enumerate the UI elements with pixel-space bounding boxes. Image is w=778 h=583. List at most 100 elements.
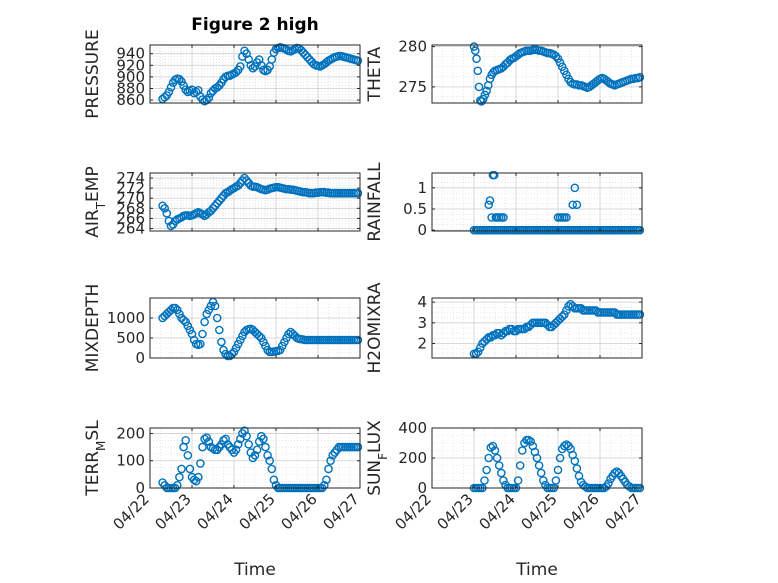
y-tick-label: 400 <box>398 419 427 437</box>
data-point <box>185 464 195 474</box>
axes-frame <box>149 44 361 104</box>
plot-background <box>149 172 361 232</box>
data-series <box>469 42 645 106</box>
data-point <box>484 453 494 463</box>
y-tick-label: 860 <box>116 91 145 109</box>
data-point <box>158 201 167 211</box>
data-point <box>217 440 226 449</box>
y-tick-label: 0 <box>417 221 427 239</box>
y-axis-label: SUNFLUX <box>365 420 390 496</box>
data-point <box>515 461 525 470</box>
data-point <box>181 85 190 94</box>
data-point <box>536 468 546 478</box>
data-point <box>240 426 249 436</box>
data-point <box>162 209 172 218</box>
data-point <box>231 67 241 77</box>
data-point <box>196 459 205 468</box>
data-point <box>305 55 314 64</box>
x-tick-label: 04/27 <box>320 490 363 533</box>
x-tick-label: 04/27 <box>602 490 645 533</box>
data-series <box>469 170 645 235</box>
data-point <box>214 325 224 335</box>
data-point <box>488 441 498 451</box>
data-point <box>492 453 502 463</box>
data-point <box>204 437 214 446</box>
data-point <box>198 329 207 339</box>
data-point <box>326 456 335 466</box>
data-point <box>261 442 270 452</box>
data-point <box>570 183 580 193</box>
data-point <box>473 347 483 357</box>
y-tick-label: 0 <box>417 479 427 497</box>
data-point <box>553 465 563 475</box>
data-point <box>177 464 186 474</box>
data-series <box>158 43 363 106</box>
axes-frame <box>149 172 361 232</box>
x-tick-label: 04/22 <box>110 490 153 533</box>
data-point <box>296 45 306 55</box>
data-point <box>242 431 251 441</box>
data-point <box>210 301 220 311</box>
data-point <box>484 200 494 210</box>
data-point <box>543 320 552 330</box>
axes-6: 2 3 4 H2OMIXRA <box>365 282 645 374</box>
data-point <box>244 55 253 64</box>
data-point <box>485 74 495 84</box>
data-point <box>217 193 226 203</box>
x-tick-label: 04/24 <box>194 490 237 533</box>
data-point <box>179 81 188 90</box>
y-tick-label: 940 <box>116 45 145 63</box>
data-point <box>160 92 169 102</box>
data-point <box>244 440 253 449</box>
data-point <box>604 479 613 488</box>
data-point <box>324 464 333 474</box>
y-tick-label: 900 <box>116 68 145 86</box>
data-point <box>250 450 260 460</box>
data-point <box>482 86 491 96</box>
data-point <box>250 62 260 71</box>
x-tick-label: 04/25 <box>518 490 561 533</box>
y-tick-label: 2 <box>417 335 427 353</box>
data-point <box>480 90 490 100</box>
data-point <box>252 445 262 455</box>
data-point <box>551 476 561 485</box>
x-tick-label: 04/26 <box>278 490 321 533</box>
data-point <box>214 196 224 206</box>
data-point <box>520 324 529 334</box>
data-point <box>177 77 186 86</box>
data-point <box>206 206 216 216</box>
x-tick-label: 04/23 <box>434 490 477 533</box>
axes-frame <box>149 427 361 489</box>
y-tick-label: 268 <box>116 199 145 217</box>
y-tick-label: 274 <box>116 169 145 187</box>
chart-title: Figure 2 high <box>191 15 319 35</box>
data-point <box>217 337 226 347</box>
data-point <box>254 331 264 341</box>
y-tick-label: 275 <box>398 78 427 96</box>
data-point <box>166 221 176 231</box>
data-point <box>513 476 523 485</box>
data-point <box>485 196 495 205</box>
data-point <box>298 48 308 57</box>
y-tick-label: 100 <box>116 452 145 470</box>
data-point <box>496 468 506 478</box>
y-axis-label: H2OMIXRA <box>365 282 385 373</box>
data-point <box>353 335 363 345</box>
y-axis-label: THETA <box>365 46 385 102</box>
data-point <box>635 72 645 82</box>
data-point <box>181 435 190 445</box>
data-point <box>322 475 331 485</box>
data-point <box>175 74 184 84</box>
data-point <box>490 330 500 340</box>
data-point <box>179 315 188 325</box>
y-tick-label: 0.5 <box>403 200 427 218</box>
axes-frame <box>149 297 361 359</box>
x-tick-label: 04/25 <box>236 490 279 533</box>
y-tick-label: 200 <box>116 424 145 442</box>
data-point <box>208 204 218 213</box>
